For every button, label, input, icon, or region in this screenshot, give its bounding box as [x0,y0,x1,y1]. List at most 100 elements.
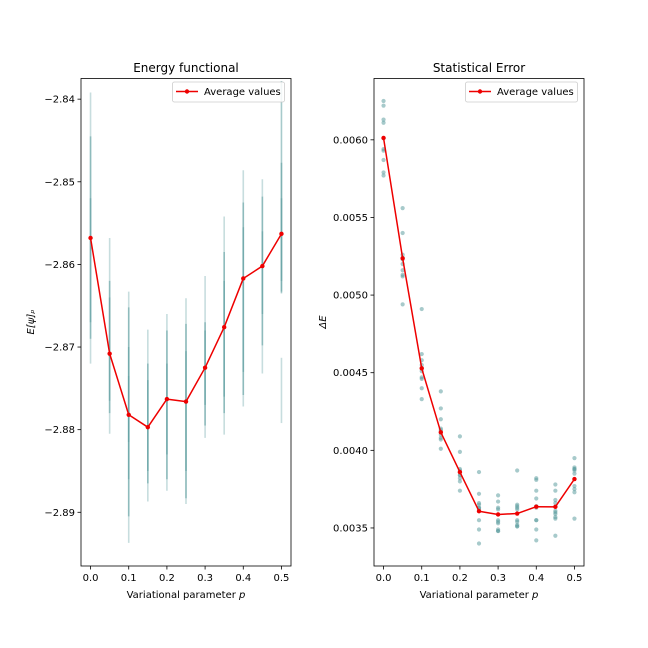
scatter-point [438,389,443,394]
scatter-point [381,98,386,104]
scatter-point [572,468,577,473]
scatter-point [400,206,405,211]
average-point [400,256,405,261]
y-axis-ticks: −2.89 −2.88 −2.87 −2.86 −2.85 −2.84 [44,95,81,519]
average-point [164,396,170,402]
x-tick-label: 0.2 [159,573,175,584]
y-tick-label: 0.0055 [333,213,368,224]
average-point [202,365,208,370]
scatter-point [419,397,424,402]
x-tick-label: 0.4 [528,573,544,584]
scatter-point [381,103,386,108]
legend-label: Average values [204,87,281,98]
scatter-point [419,306,424,312]
average-point [419,366,424,371]
average-point [183,399,189,404]
scatter-point [400,302,405,307]
average-point [221,325,227,330]
x-tick-label: 0.0 [83,573,99,584]
average-point [553,504,558,510]
axes-frame [80,78,292,567]
average-point [534,504,539,509]
scatter-point [457,476,463,481]
average-point [457,469,463,475]
scatter-point [495,507,501,512]
scatter-point [438,437,443,442]
y-tick-label: −2.85 [44,177,75,188]
x-tick-label: 0.2 [452,573,468,584]
scatter-point [534,518,539,523]
x-tick-label: 0.5 [274,573,290,584]
y-tick-label: −2.86 [44,260,75,271]
x-tick-label: 0.5 [567,573,583,584]
scatter-point [534,496,539,501]
y-axis-label: ΔE [318,315,329,330]
scatter-point [572,455,577,461]
plot-area [381,98,577,546]
x-tick-label: 0.0 [376,573,392,584]
y-tick-label: 0.0035 [333,523,368,534]
scatter-point [400,268,405,273]
average-line [382,137,576,516]
average-point [279,231,284,237]
scatter-point [572,483,577,489]
scatter-point [515,524,520,529]
scatter-point [515,507,520,512]
scatter-point [495,499,501,504]
statistical-error-panel: Statistical Error 0.0 0.1 0.2 0.3 0.4 0.5 0.0… [318,61,585,601]
y-axis-ticks: 0.0035 0.0040 0.0045 0.0050 0.0055 0.0060 [333,135,374,534]
y-tick-label: −2.89 [44,508,75,519]
legend-label: Average values [497,87,574,98]
scatter-point [476,502,482,507]
scatter-point [419,376,424,382]
legend: Average values [465,81,578,103]
y-tick-label: 0.0050 [333,291,368,302]
legend-marker-swatch [184,89,190,94]
scatter-point [400,230,405,236]
scatter-point [476,469,482,475]
y-tick-label: −2.88 [44,425,75,436]
scatter-point [534,527,539,532]
scatter-point [476,541,482,546]
scatter-point [381,148,386,153]
scatter-point [534,477,539,482]
average-point [107,351,112,356]
chart-title: Statistical Error [433,61,525,75]
scatter-point [419,386,424,391]
average-point [241,276,246,281]
x-tick-label: 0.3 [197,573,213,584]
x-axis-label: Variational parameter p [420,590,539,601]
y-tick-label: −2.87 [44,343,75,354]
scatter-point [381,170,386,175]
scatter-point [572,487,577,492]
scatter-point [457,449,463,454]
x-tick-label: 0.1 [414,573,430,584]
scatter-point [495,493,501,498]
average-point [572,476,577,482]
x-tick-label: 0.3 [490,573,506,584]
average-point [495,512,501,517]
average-point [145,424,151,430]
average-point [260,263,265,269]
average-point [476,508,482,514]
x-tick-label: 0.4 [235,573,251,584]
scatter-point [515,468,520,473]
axes-frame [373,78,585,567]
scatter-point [381,157,386,163]
scatter-point [495,521,501,526]
scatter-point [457,479,463,484]
x-axis-ticks: 0.0 0.1 0.2 0.3 0.4 0.5 [83,566,290,584]
scatter-point [438,417,443,422]
x-axis-ticks: 0.0 0.1 0.2 0.3 0.4 0.5 [376,566,583,584]
scatter-point [495,528,501,534]
chart-title: Energy functional [133,61,239,75]
scatter-point [381,120,386,125]
energy-functional-panel: Energy functional 0.0 0.1 0.2 0.3 0.4 0.5 −2.… [26,61,292,601]
average-point [381,135,386,141]
scatter-point [457,434,463,439]
scatter-point [534,488,539,493]
average-point [514,511,520,516]
scatter-point [438,406,443,411]
scatter-point [476,527,482,532]
